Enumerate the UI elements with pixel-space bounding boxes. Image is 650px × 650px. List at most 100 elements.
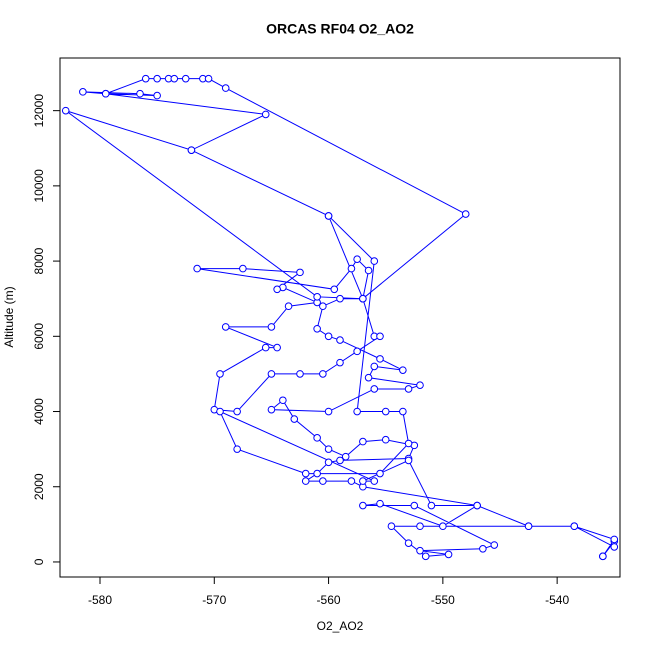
- data-point: [347, 264, 356, 273]
- data-point: [136, 89, 144, 98]
- x-tick-label: -570: [202, 593, 226, 607]
- data-point: [239, 264, 247, 273]
- data-point: [301, 469, 310, 478]
- x-axis-label: O2_AO2: [317, 619, 364, 633]
- data-point: [216, 407, 224, 416]
- data-point: [599, 552, 607, 561]
- data-point: [267, 323, 276, 331]
- data-point: [193, 264, 201, 273]
- data-point: [279, 396, 287, 405]
- x-tick-label: -550: [431, 593, 455, 607]
- x-tick-label: -540: [545, 593, 569, 607]
- data-point: [490, 541, 499, 549]
- data-point: [319, 370, 327, 378]
- y-tick-label: 12000: [32, 94, 46, 128]
- data-point: [570, 522, 579, 531]
- data-point: [336, 336, 344, 344]
- y-tick-label: 0: [32, 558, 46, 565]
- data-point: [353, 407, 361, 416]
- data-point: [267, 405, 276, 414]
- data-point: [444, 550, 453, 559]
- data-point: [284, 302, 293, 311]
- data-point: [324, 445, 333, 453]
- data-point: [416, 381, 424, 389]
- data-point: [376, 332, 384, 341]
- data-point: [387, 522, 396, 531]
- data-point: [313, 293, 321, 301]
- data-point: [347, 477, 356, 485]
- data-point: [181, 74, 190, 83]
- data-point: [376, 469, 384, 478]
- data-point: [610, 543, 619, 551]
- data-point: [370, 477, 379, 485]
- data-point: [313, 324, 321, 333]
- data-point: [399, 407, 407, 416]
- data-point: [153, 91, 161, 100]
- x-tick-label: -580: [88, 593, 112, 607]
- data-point: [341, 452, 350, 461]
- data-point: [353, 255, 361, 264]
- data-point: [404, 439, 413, 448]
- data-point: [204, 74, 213, 83]
- y-tick-label: 6000: [32, 323, 46, 350]
- data-point: [324, 212, 333, 220]
- data-point: [273, 285, 281, 294]
- data-point: [524, 522, 533, 531]
- data-point: [359, 501, 367, 510]
- data-point: [421, 552, 430, 561]
- data-point: [376, 499, 384, 508]
- data-point: [296, 268, 304, 277]
- data-point: [79, 88, 87, 96]
- data-line: [65, 78, 616, 557]
- data-point: [153, 74, 161, 83]
- data-point: [427, 501, 436, 510]
- data-point: [324, 332, 333, 341]
- data-point: [324, 407, 333, 416]
- data-point: [416, 546, 424, 555]
- data-point: [187, 146, 196, 154]
- y-axis-label: Altitude (m): [2, 286, 16, 347]
- data-point: [313, 469, 321, 478]
- data-point: [336, 456, 344, 465]
- y-tick-label: 10000: [32, 169, 46, 203]
- y-tick-label: 2000: [32, 473, 46, 500]
- data-point: [221, 84, 230, 92]
- data-point: [313, 434, 321, 442]
- data-point: [376, 355, 384, 363]
- data-point: [221, 323, 230, 331]
- data-point: [336, 358, 344, 367]
- data-point: [416, 522, 424, 531]
- data-point: [296, 370, 304, 378]
- data-point: [61, 106, 70, 115]
- x-tick-label: -560: [317, 593, 341, 607]
- data-point: [479, 544, 487, 553]
- data-point: [141, 74, 150, 83]
- data-point: [404, 456, 413, 465]
- data-point: [319, 477, 327, 485]
- data-point: [273, 343, 281, 352]
- y-tick-label: 4000: [32, 398, 46, 425]
- data-point: [359, 437, 367, 446]
- data-point: [610, 535, 619, 544]
- data-point: [461, 210, 470, 218]
- data-point: [216, 370, 224, 378]
- data-point: [261, 343, 270, 352]
- data-point: [370, 385, 379, 393]
- data-point: [359, 477, 367, 485]
- data-point: [364, 266, 373, 275]
- data-point: [381, 407, 390, 416]
- data-point: [261, 110, 270, 119]
- data-point: [330, 285, 339, 294]
- data-point: [370, 362, 379, 371]
- data-point: [301, 477, 310, 485]
- data-point: [170, 74, 179, 83]
- data-point: [267, 370, 276, 378]
- data-point: [404, 539, 413, 547]
- data-point: [290, 415, 299, 423]
- data-point: [381, 435, 390, 444]
- data-point: [364, 373, 373, 382]
- data-point: [359, 294, 367, 303]
- y-tick-label: 8000: [32, 247, 46, 274]
- data-point: [439, 522, 447, 531]
